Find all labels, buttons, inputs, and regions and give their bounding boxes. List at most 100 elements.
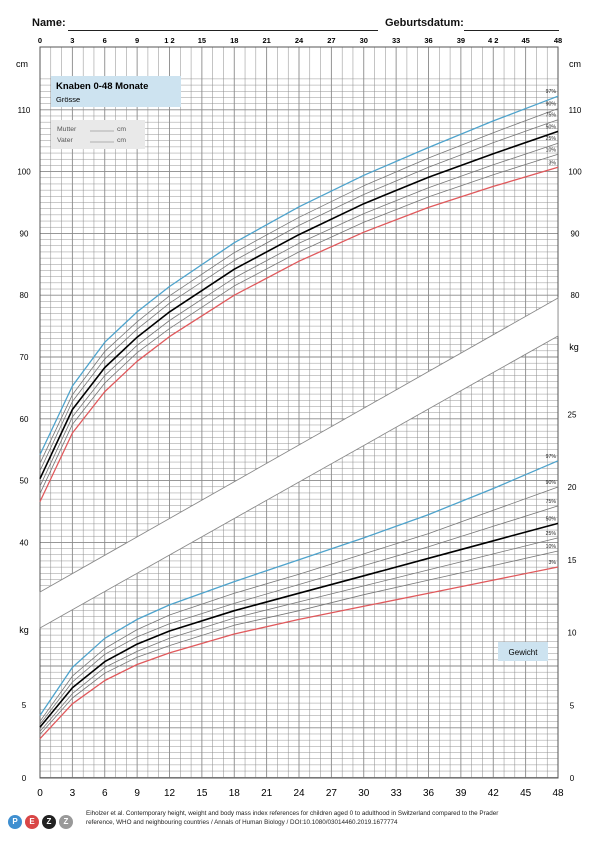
height-curve-label: 90% — [546, 102, 557, 108]
birthdate-field[interactable] — [464, 30, 559, 31]
x-tick-label-bottom: 6 — [102, 788, 108, 799]
weight-curve-label: 97% — [546, 454, 557, 460]
weight-curve-label: 90% — [546, 480, 557, 486]
x-tick-label-bottom: 27 — [326, 788, 338, 799]
x-tick-label-bottom: 48 — [552, 788, 564, 799]
height-curve-label: 97% — [546, 89, 557, 95]
weight-unit-right: kg — [569, 342, 579, 352]
x-tick-label-bottom: 30 — [358, 788, 370, 799]
x-tick-label-top: 48 — [554, 36, 562, 45]
weight-curve-25p — [39, 537, 559, 732]
logo-letter-z2: Z — [59, 815, 73, 829]
weight-curve-75p — [39, 505, 559, 725]
name-label: Name: — [32, 17, 66, 29]
weight-curve-10p — [39, 550, 559, 735]
height-tick-left: 100 — [17, 168, 31, 177]
x-tick-label-top: 24 — [295, 36, 304, 45]
weight-curve-97p — [39, 460, 559, 716]
citation-line-2: reference, WHO and neighbouring countrie… — [86, 819, 398, 826]
height-curve-3p — [39, 166, 559, 502]
x-tick-label-bottom: 12 — [164, 788, 176, 799]
height-unit-right: cm — [569, 59, 581, 69]
x-tick-label-top: 39 — [457, 36, 465, 45]
x-tick-label-top: 21 — [262, 36, 270, 45]
x-tick-label-bottom: 42 — [488, 788, 500, 799]
weight-tick-left: 0 — [22, 774, 27, 783]
mother-label: Mutter — [57, 126, 77, 133]
weight-curve-label: 50% — [546, 516, 557, 522]
weight-tick-left: 5 — [22, 701, 27, 710]
height-curve-10p — [39, 153, 559, 494]
height-tick-right: 80 — [571, 291, 580, 300]
x-tick-label-bottom: 21 — [261, 788, 273, 799]
height-curve-label: 50% — [546, 124, 557, 130]
birthdate-label: Geburtsdatum: — [385, 17, 464, 29]
height-tick-left: 110 — [18, 106, 31, 115]
x-tick-label-top: 18 — [230, 36, 238, 45]
weight-curve-3p — [39, 566, 559, 740]
height-curve-label: 3% — [549, 160, 557, 166]
weight-tick-right: 10 — [568, 629, 577, 638]
height-curve-97p — [39, 95, 559, 455]
height-curve-label: 25% — [546, 136, 557, 142]
weight-title: Gewicht — [509, 648, 539, 657]
logo-letter-z1: Z — [42, 815, 56, 829]
x-tick-label-bottom: 24 — [293, 788, 305, 799]
x-tick-label-bottom: 0 — [37, 788, 43, 799]
father-label: Vater — [57, 137, 73, 144]
height-tick-left: 70 — [20, 353, 29, 362]
weight-curve-label: 75% — [546, 499, 557, 505]
x-tick-label-bottom: 18 — [229, 788, 241, 799]
mother-unit: cm — [117, 126, 126, 133]
citation-line-1: Eiholzer et al. Contemporary height, wei… — [86, 810, 499, 817]
chart-subtitle: Grösse — [56, 95, 80, 104]
height-curve-75p — [39, 119, 559, 471]
x-tick-label-top: 1 2 — [164, 36, 174, 45]
height-tick-left: 90 — [20, 229, 29, 238]
weight-curve-label: 10% — [546, 544, 557, 550]
weight-title-box — [498, 642, 548, 661]
x-tick-label-top: 36 — [424, 36, 432, 45]
x-tick-label-bottom: 39 — [455, 788, 467, 799]
x-tick-label-top: 0 — [38, 36, 42, 45]
height-curve-50p — [39, 130, 559, 480]
weight-curve-50p — [39, 522, 559, 728]
x-tick-label-top: 27 — [327, 36, 335, 45]
x-tick-label-top: 4 2 — [488, 36, 498, 45]
x-tick-label-top: 30 — [360, 36, 368, 45]
weight-curve-label: 25% — [546, 531, 557, 537]
chart-title: Knaben 0-48 Monate — [56, 81, 148, 92]
weight-curve-90p — [39, 486, 559, 722]
title-box — [51, 76, 181, 107]
logo-letter-e: E — [25, 815, 39, 829]
x-tick-label-bottom: 33 — [391, 788, 403, 799]
x-tick-label-bottom: 15 — [196, 788, 208, 799]
height-tick-left: 50 — [20, 477, 29, 486]
x-tick-label-bottom: 9 — [134, 788, 140, 799]
x-tick-label-top: 33 — [392, 36, 400, 45]
height-curve-label: 10% — [546, 147, 557, 153]
x-tick-label-bottom: 45 — [520, 788, 532, 799]
height-curve-25p — [39, 142, 559, 487]
citation: Eiholzer et al. Contemporary height, wei… — [86, 809, 586, 827]
x-tick-label-top: 45 — [521, 36, 529, 45]
weight-tick-right: 5 — [570, 701, 575, 710]
name-field[interactable] — [68, 30, 378, 31]
parents-box — [51, 120, 145, 149]
height-tick-left: 60 — [20, 415, 29, 424]
height-tick-right: 90 — [571, 229, 580, 238]
height-curve-90p — [39, 108, 559, 464]
weight-tick-right: 20 — [568, 483, 577, 492]
father-unit: cm — [117, 137, 126, 144]
weight-tick-right: 25 — [568, 410, 577, 419]
height-tick-right: 100 — [568, 168, 582, 177]
height-tick-left: 80 — [20, 291, 29, 300]
weight-tick-right: 15 — [568, 556, 577, 565]
logo-letter-p: P — [8, 815, 22, 829]
x-tick-label-bottom: 3 — [70, 788, 76, 799]
separator-band — [39, 297, 559, 629]
height-tick-left: 40 — [20, 538, 29, 547]
height-curve-label: 75% — [546, 113, 557, 119]
x-tick-label-bottom: 36 — [423, 788, 435, 799]
